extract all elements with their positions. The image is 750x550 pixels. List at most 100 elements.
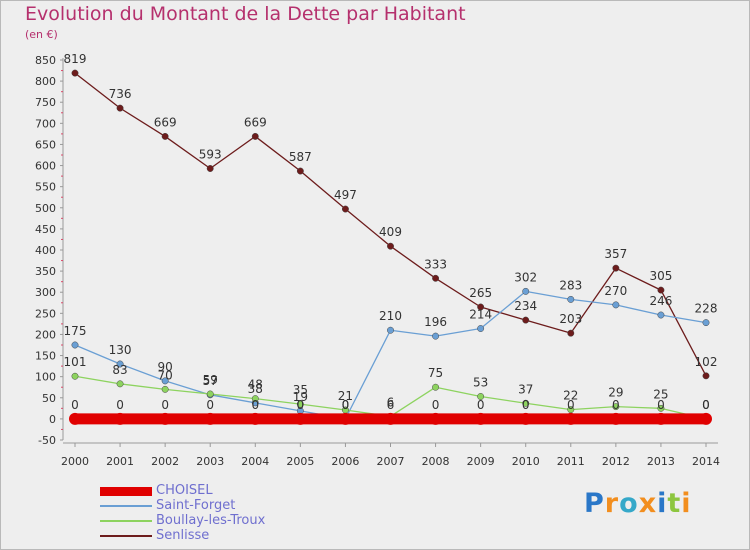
data-label: 0: [702, 398, 710, 412]
data-label: 53: [473, 376, 488, 390]
data-label: 75: [428, 366, 443, 380]
data-point: [432, 332, 440, 340]
data-label: 0: [206, 398, 214, 412]
x-tick-label: 2005: [286, 455, 314, 468]
y-tick-label: 100: [35, 371, 56, 384]
data-point: [387, 326, 394, 334]
data-label: 0: [702, 398, 710, 412]
y-tick-label: 400: [35, 244, 56, 257]
data-point: [71, 69, 79, 77]
data-point: [294, 412, 307, 425]
x-tick-label: 2010: [512, 455, 540, 468]
data-label: 270: [604, 284, 627, 298]
data-label: 357: [604, 247, 627, 261]
logo-letter: t: [667, 488, 682, 519]
data-label: 587: [289, 150, 312, 164]
y-tick-label: 650: [35, 138, 56, 151]
chart-title: Evolution du Montant de la Dette par Hab…: [25, 3, 466, 25]
x-tick-label: 2007: [377, 455, 405, 468]
data-label: 736: [109, 87, 132, 101]
data-label: 57: [203, 374, 218, 388]
data-label: 669: [154, 115, 177, 129]
data-label: 35: [293, 383, 308, 397]
data-label: 0: [522, 398, 530, 412]
y-tick-label: 700: [35, 117, 56, 130]
data-point: [609, 412, 622, 425]
x-tick-label: 2006: [331, 455, 359, 468]
data-label: 409: [379, 225, 402, 239]
data-label: 29: [608, 386, 623, 400]
y-tick-label: 50: [42, 392, 56, 405]
data-label: 102: [695, 355, 718, 369]
legend-label: Boullay-les-Troux: [156, 513, 266, 528]
x-tick-label: 2003: [196, 455, 224, 468]
data-point: [432, 383, 440, 391]
line-chart: -500501001502002503003504004505005506006…: [35, 52, 720, 468]
data-point: [654, 412, 667, 425]
data-label: 0: [342, 398, 350, 412]
y-tick-label: 850: [35, 54, 56, 67]
data-point: [477, 393, 485, 400]
data-point: [519, 412, 532, 425]
x-tick-label: 2002: [151, 455, 179, 468]
data-label: 90: [158, 360, 173, 374]
data-label: 0: [567, 398, 575, 412]
y-tick-label: 0: [49, 413, 56, 426]
x-tick-label: 2012: [602, 455, 630, 468]
data-point: [657, 311, 665, 319]
x-tick-label: 2011: [557, 455, 585, 468]
legend-label: CHOISEL: [156, 483, 213, 498]
data-label: 305: [649, 269, 672, 283]
y-tick-label: 250: [35, 307, 56, 320]
data-point: [159, 412, 172, 425]
data-point: [522, 399, 530, 407]
data-label: 0: [432, 398, 440, 412]
data-label: 0: [116, 398, 124, 412]
chart-series: [69, 69, 712, 425]
data-label: 283: [559, 278, 582, 292]
data-label: 48: [248, 378, 263, 392]
data-point: [702, 372, 710, 380]
data-label: 234: [514, 299, 537, 313]
legend-swatch: [100, 535, 152, 537]
data-point: [522, 287, 530, 295]
legend-label: Senlisse: [156, 528, 210, 543]
y-tick-label: 450: [35, 223, 56, 236]
legend-swatch: [100, 505, 152, 507]
y-tick-label: 550: [35, 181, 56, 194]
data-label: 333: [424, 257, 447, 271]
data-point: [432, 274, 440, 282]
chart-legend: CHOISEL Saint-Forget Boullay-les-Troux Senl…: [100, 483, 360, 544]
data-point: [702, 319, 710, 327]
data-point: [700, 412, 712, 425]
data-label: 214: [469, 308, 492, 322]
data-point: [249, 412, 262, 425]
y-tick-label: -50: [38, 434, 56, 447]
data-point: [116, 104, 124, 112]
data-point: [339, 412, 352, 425]
data-label: 101: [64, 355, 87, 369]
data-label: 70: [158, 368, 173, 382]
data-point: [612, 403, 620, 411]
data-point: [161, 377, 169, 385]
y-tick-label: 750: [35, 96, 56, 109]
data-point: [206, 390, 214, 398]
y-tick-label: 300: [35, 286, 56, 299]
data-label: 593: [199, 148, 222, 162]
data-label: 228: [695, 302, 718, 316]
data-point: [477, 325, 485, 332]
proxiti-logo: Proxiti: [584, 488, 692, 519]
data-label: 21: [338, 389, 353, 403]
data-label: 210: [379, 309, 402, 323]
data-label: 196: [424, 315, 447, 329]
data-label: 6: [387, 398, 395, 412]
legend-label: Saint-Forget: [156, 498, 236, 513]
x-tick-label: 2001: [106, 455, 134, 468]
logo-letter: o: [619, 488, 639, 519]
data-point: [564, 412, 577, 425]
data-point: [474, 412, 487, 425]
x-tick-label: 2004: [241, 455, 269, 468]
data-point: [567, 406, 575, 414]
data-point: [114, 412, 127, 425]
